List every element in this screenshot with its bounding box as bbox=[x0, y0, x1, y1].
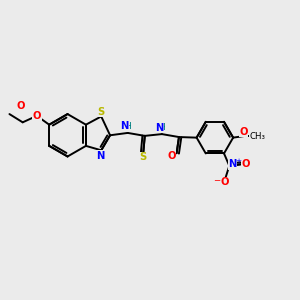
Text: O: O bbox=[242, 159, 250, 169]
Text: +: + bbox=[236, 158, 242, 164]
Text: O: O bbox=[167, 151, 176, 161]
Text: N: N bbox=[155, 123, 163, 133]
Text: N: N bbox=[228, 159, 236, 169]
Text: −: − bbox=[213, 175, 220, 184]
Text: H: H bbox=[158, 123, 165, 132]
Text: O: O bbox=[33, 111, 41, 121]
Text: O: O bbox=[220, 177, 229, 187]
Text: O: O bbox=[16, 101, 25, 111]
Text: N: N bbox=[97, 151, 105, 160]
Text: O: O bbox=[239, 127, 248, 137]
Text: S: S bbox=[140, 152, 147, 162]
Text: H: H bbox=[124, 122, 131, 131]
Text: N: N bbox=[121, 122, 129, 131]
Text: S: S bbox=[98, 107, 105, 117]
Text: CH₃: CH₃ bbox=[250, 132, 266, 141]
